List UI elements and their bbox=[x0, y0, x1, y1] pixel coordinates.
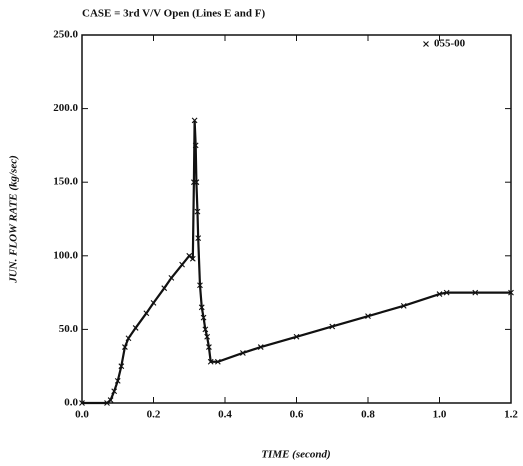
y-axis-label: JUN. FLOW RATE (kg/sec) bbox=[8, 155, 20, 284]
data-point bbox=[161, 285, 168, 292]
data-point bbox=[436, 291, 443, 297]
data-point bbox=[508, 289, 514, 296]
data-point bbox=[198, 304, 205, 311]
data-point bbox=[194, 208, 201, 215]
x-tick-label: 1.2 bbox=[504, 409, 518, 421]
data-point bbox=[122, 344, 128, 350]
y-tick-label: 0.0 bbox=[64, 397, 78, 409]
data-point bbox=[202, 326, 209, 333]
y-tick-label: 250.0 bbox=[53, 29, 78, 41]
x-tick-label: 0.4 bbox=[218, 409, 232, 421]
legend-marker bbox=[423, 41, 429, 47]
data-point bbox=[191, 117, 198, 124]
data-point bbox=[118, 363, 125, 370]
y-tick-label: 200.0 bbox=[53, 102, 78, 114]
data-point bbox=[132, 325, 139, 331]
data-point bbox=[111, 388, 118, 395]
data-point bbox=[207, 358, 214, 365]
x-tick-label: 1.0 bbox=[433, 409, 447, 421]
data-point bbox=[472, 289, 479, 296]
x-axis-label: TIME (second) bbox=[261, 449, 330, 461]
data-point bbox=[179, 261, 185, 268]
x-tick-label: 0.0 bbox=[75, 409, 89, 421]
data-point bbox=[192, 142, 199, 149]
data-point bbox=[365, 313, 371, 320]
data-point bbox=[200, 314, 207, 321]
data-point bbox=[143, 310, 150, 317]
data-point bbox=[191, 179, 197, 186]
data-point bbox=[206, 344, 212, 350]
data-point bbox=[204, 333, 211, 340]
data-point bbox=[125, 335, 132, 342]
data-point bbox=[168, 274, 175, 281]
plot-frame bbox=[81, 34, 512, 404]
data-point bbox=[239, 350, 246, 356]
data-point bbox=[257, 344, 264, 350]
x-tick-label: 0.2 bbox=[147, 409, 161, 421]
data-point bbox=[214, 358, 221, 365]
data-point bbox=[197, 282, 203, 289]
legend-label: 055-00 bbox=[434, 38, 466, 50]
data-point bbox=[329, 323, 336, 330]
data-point bbox=[443, 289, 450, 296]
x-tick-label: 0.6 bbox=[290, 409, 304, 421]
y-tick-label: 150.0 bbox=[53, 176, 78, 188]
data-point bbox=[195, 235, 202, 242]
data-point bbox=[193, 179, 200, 186]
y-tick-label: 100.0 bbox=[53, 249, 78, 261]
x-tick-label: 0.8 bbox=[361, 409, 375, 421]
data-point bbox=[150, 300, 157, 306]
data-point bbox=[400, 302, 407, 309]
data-point bbox=[189, 255, 196, 262]
y-tick-label: 50.0 bbox=[59, 323, 79, 335]
data-point bbox=[79, 400, 85, 406]
data-point bbox=[114, 378, 121, 384]
data-point bbox=[293, 333, 300, 340]
data-point bbox=[107, 397, 114, 403]
chart-title: CASE = 3rd V/V Open (Lines E and F) bbox=[82, 8, 265, 20]
series-line bbox=[82, 120, 511, 405]
